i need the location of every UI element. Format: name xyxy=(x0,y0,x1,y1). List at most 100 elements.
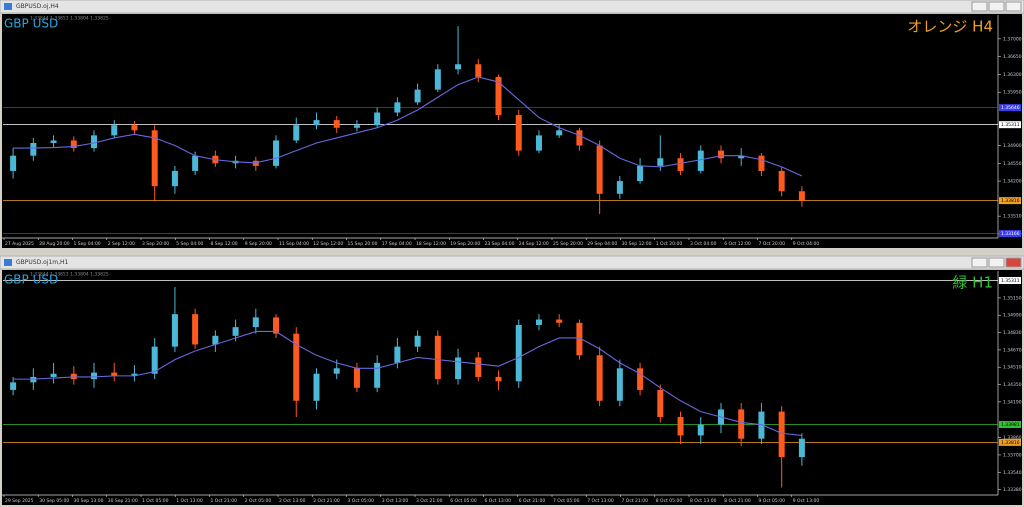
title-bar xyxy=(0,0,1024,14)
x-tick-label: 7 Oct 13:00 xyxy=(587,498,614,504)
x-tick-label: 7 Oct 21:00 xyxy=(622,498,649,504)
x-tick-label: 1 Oct 20:00 xyxy=(656,241,683,247)
x-tick-label: 9 Oct 13:00 xyxy=(793,498,820,504)
level-label-box xyxy=(999,121,1021,129)
x-tick-label: 25 Sep 20:00 xyxy=(553,241,583,247)
x-tick-label: 7 Oct 05:00 xyxy=(553,498,580,504)
y-tick-label: 1.35150 xyxy=(1003,295,1022,301)
candle-body xyxy=(515,324,522,382)
candle-body xyxy=(535,319,542,325)
candle-body xyxy=(111,125,118,136)
corner-label: 緑 H1 xyxy=(952,274,993,292)
candle-body xyxy=(171,314,178,347)
candle-body xyxy=(131,373,138,376)
x-tick-label: 6 Oct 05:00 xyxy=(450,498,477,504)
y-tick-label: 1.34670 xyxy=(1003,347,1022,353)
candle-body xyxy=(91,135,98,149)
level-label: 1.35646 xyxy=(1001,105,1020,111)
maximize-button[interactable] xyxy=(988,257,1005,268)
candle-body xyxy=(10,382,17,390)
candle-body xyxy=(353,125,360,128)
x-tick-label: 2 Sep 12:00 xyxy=(108,241,135,247)
y-tick-label: 1.33860 xyxy=(1003,435,1022,441)
candle-body xyxy=(171,170,178,187)
window-icon xyxy=(4,3,12,10)
candle-body xyxy=(758,155,765,171)
candle-body xyxy=(697,424,704,436)
candle-body xyxy=(353,368,360,388)
x-tick-label: 6 Oct 21:00 xyxy=(519,498,546,504)
candle-body xyxy=(778,411,785,458)
candle-body xyxy=(677,158,684,171)
candle-body xyxy=(111,372,118,376)
candle-body xyxy=(232,327,239,336)
candle-body xyxy=(596,145,603,194)
y-tick-label: 1.33540 xyxy=(1003,470,1022,476)
level-label-box xyxy=(999,104,1021,112)
close-button[interactable] xyxy=(1005,1,1022,12)
y-tick-label: 1.34350 xyxy=(1003,382,1022,388)
level-label-box xyxy=(999,197,1021,205)
y-tick-label: 1.34190 xyxy=(1003,399,1022,405)
x-tick-label: 29 Sep 04:00 xyxy=(587,241,617,247)
x-tick-label: 18 Sep 12:00 xyxy=(416,241,446,247)
candle-body xyxy=(697,150,704,171)
candle-body xyxy=(151,346,158,374)
symbol-label: GBP USD xyxy=(4,273,58,287)
window-icon xyxy=(4,259,12,266)
x-tick-label: 8 Oct 05:00 xyxy=(656,498,683,504)
x-tick-label: 1 Oct 13:00 xyxy=(176,498,203,504)
candle-body xyxy=(374,362,381,388)
x-tick-label: 30 Sep 13:00 xyxy=(74,498,104,504)
y-tick-label: 1.34830 xyxy=(1003,330,1022,336)
candle-body xyxy=(414,89,421,103)
y-tick-label: 1.36300 xyxy=(1003,72,1022,78)
x-tick-label: 23 Sep 04:00 xyxy=(485,241,515,247)
y-tick-label: 1.34200 xyxy=(1003,179,1022,185)
x-tick-label: 3 Oct 21:00 xyxy=(416,498,443,504)
candle-body xyxy=(455,64,462,70)
x-tick-label: 3 Oct 04:00 xyxy=(690,241,717,247)
quote: 1.33844 1.33853 1.33804 1.33825 xyxy=(30,272,109,278)
candle-body xyxy=(313,120,320,126)
candle-body xyxy=(657,158,664,166)
minimize-button[interactable] xyxy=(971,1,988,12)
level-label: 1.33816 xyxy=(1001,440,1020,446)
candle-body xyxy=(293,333,300,401)
candle-body xyxy=(293,125,300,141)
window-title: GBPUSD.oj1m,H1 xyxy=(16,259,69,266)
close-button[interactable] xyxy=(1005,257,1022,268)
candle-body xyxy=(394,346,401,363)
symbol-label: GBP USD xyxy=(4,17,58,31)
x-tick-label: 6 Oct 12:00 xyxy=(724,241,751,247)
candle-body xyxy=(434,69,441,90)
x-tick-label: 29 Sep 2025 xyxy=(5,498,34,504)
candle-body xyxy=(576,130,583,146)
window-title: GBPUSD.oj,H4 xyxy=(16,3,59,10)
minimize-button[interactable] xyxy=(971,257,988,268)
candle-body xyxy=(535,135,542,151)
candle-body xyxy=(313,373,320,401)
x-tick-label: 8 Sep 12:00 xyxy=(211,241,238,247)
candle-body xyxy=(515,115,522,151)
candle-body xyxy=(475,357,482,377)
moving-average xyxy=(13,330,802,436)
candle-body xyxy=(596,355,603,401)
candle-body xyxy=(273,317,280,334)
candle-body xyxy=(394,102,401,113)
chart-area xyxy=(2,14,1022,248)
maximize-button[interactable] xyxy=(988,1,1005,12)
x-tick-label: 5 Sep 04:00 xyxy=(176,241,203,247)
y-tick-label: 1.37000 xyxy=(1003,36,1022,42)
y-tick-label: 1.36650 xyxy=(1003,54,1022,60)
title-bar xyxy=(0,255,1024,270)
x-tick-label: 30 Sep 12:00 xyxy=(622,241,652,247)
candle-body xyxy=(192,155,199,171)
candle-body xyxy=(778,170,785,192)
level-label: 1.33981 xyxy=(1001,422,1020,428)
candle-body xyxy=(798,191,805,201)
level-label-box xyxy=(999,438,1021,446)
x-tick-label: 28 Aug 20:00 xyxy=(39,241,69,247)
